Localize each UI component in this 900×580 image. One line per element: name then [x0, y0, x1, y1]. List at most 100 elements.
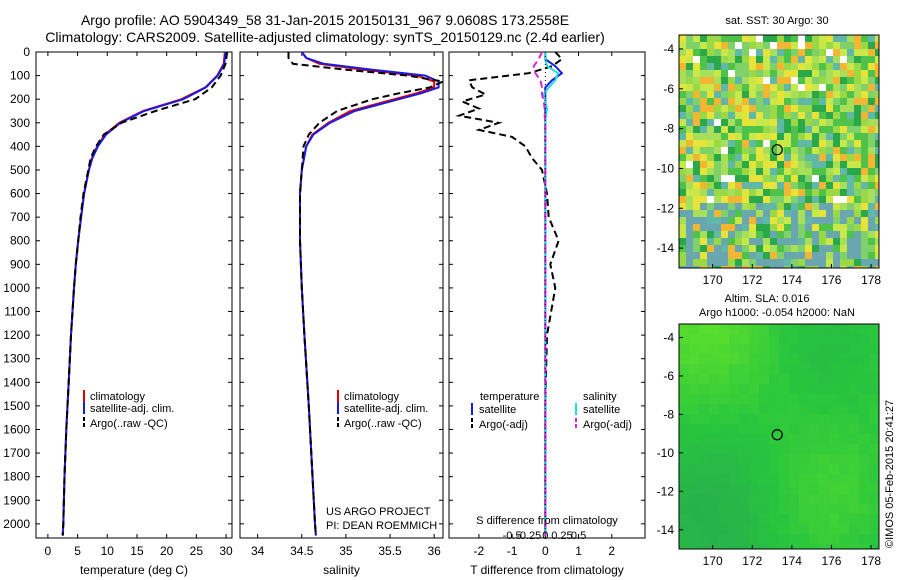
map-y-tick-label: -6	[663, 82, 674, 96]
sla-cell	[739, 344, 749, 354]
sst-cell	[714, 112, 721, 119]
sst-cell	[805, 84, 812, 91]
sst-cell	[784, 35, 791, 42]
sla-cell	[849, 464, 859, 474]
sst-cell	[784, 217, 791, 224]
sst-cell	[735, 133, 742, 140]
sst-cell	[707, 56, 714, 63]
sst-cell	[826, 35, 833, 42]
sla-cell	[719, 544, 729, 549]
sst-cell	[798, 189, 805, 196]
sla-cell	[719, 434, 729, 444]
salinity-panel: 34 34.5 35 35.5 36salinityclimatologysatelli…	[239, 51, 444, 577]
sst-cell	[861, 70, 868, 77]
sla-cell	[799, 424, 809, 434]
sst-cell	[714, 231, 721, 238]
sst-cell	[714, 266, 721, 268]
sla-cell	[849, 424, 859, 434]
sst-cell	[861, 266, 868, 268]
sla-cell	[709, 374, 719, 384]
sst-cell	[833, 133, 840, 140]
sst-cell	[840, 119, 847, 126]
sst-cell	[686, 168, 693, 175]
sst-cell	[868, 112, 875, 119]
sla-cell	[779, 444, 789, 454]
sla-cell	[699, 404, 709, 414]
sst-cell	[812, 224, 819, 231]
sla-cell	[839, 404, 849, 414]
sst-cell	[721, 231, 728, 238]
sst-cell	[693, 224, 700, 231]
sst-cell	[833, 42, 840, 49]
sla-cell	[689, 544, 699, 549]
sla-cell	[829, 354, 839, 364]
sla-cell	[719, 414, 729, 424]
sla-cell	[839, 534, 849, 544]
sst-cell	[777, 175, 784, 182]
sst-cell	[707, 133, 714, 140]
legend-title-temperature: temperature	[480, 391, 539, 403]
legend-title-salinity: salinity	[583, 391, 617, 403]
sst-cell	[763, 84, 770, 91]
sst-cell	[679, 231, 686, 238]
sla-cell	[809, 474, 819, 484]
sst-cell	[868, 231, 875, 238]
sst-cell	[784, 49, 791, 56]
sla-cell	[869, 524, 879, 534]
sst-cell	[714, 252, 721, 259]
sst-cell	[728, 77, 735, 84]
sst-cell	[686, 70, 693, 77]
sst-cell	[686, 196, 693, 203]
sst-cell	[770, 266, 777, 268]
sla-cell	[729, 464, 739, 474]
sst-cell	[819, 189, 826, 196]
sst-cell	[679, 133, 686, 140]
sst-cell	[861, 140, 868, 147]
sst-cell	[763, 245, 770, 252]
sla-cell	[829, 374, 839, 384]
sst-cell	[826, 224, 833, 231]
sla-cell	[719, 324, 729, 334]
sst-cell	[826, 231, 833, 238]
sst-cell	[763, 154, 770, 161]
sst-cell	[791, 35, 798, 42]
sst-cell	[784, 133, 791, 140]
sst-cell	[791, 112, 798, 119]
sst-cell	[714, 245, 721, 252]
sst-cell	[742, 133, 749, 140]
sst-cell	[875, 140, 879, 147]
sst-cell	[875, 224, 879, 231]
sla-cell	[759, 384, 769, 394]
annotation-pi: PI: DEAN ROEMMICH	[326, 520, 437, 532]
sst-cell	[756, 147, 763, 154]
map-y-tick-label: -4	[663, 330, 674, 344]
sst-cell	[826, 266, 833, 268]
sla-cell	[869, 514, 879, 524]
sla-cell	[689, 504, 699, 514]
sst-cell	[749, 259, 756, 266]
sst-cell	[847, 154, 854, 161]
sst-cell	[700, 119, 707, 126]
sla-cell	[819, 334, 829, 344]
sst-cell	[826, 245, 833, 252]
sst-cell	[714, 105, 721, 112]
sla-cell	[829, 504, 839, 514]
sst-cell	[805, 56, 812, 63]
sst-cell	[854, 126, 861, 133]
sst-cell	[700, 217, 707, 224]
sla-cell	[749, 464, 759, 474]
sst-cell	[875, 98, 879, 105]
sla-cell	[799, 374, 809, 384]
sst-cell	[721, 210, 728, 217]
sst-cell	[742, 231, 749, 238]
figure-title-line1: Argo profile: AO 5904349_58 31-Jan-2015 …	[80, 12, 570, 28]
sst-cell	[707, 35, 714, 42]
sst-cell	[861, 203, 868, 210]
sst-cell	[861, 210, 868, 217]
sla-cell	[689, 364, 699, 374]
sst-cell	[728, 196, 735, 203]
sst-cell	[763, 56, 770, 63]
sst-cell	[714, 224, 721, 231]
sst-cell	[735, 238, 742, 245]
